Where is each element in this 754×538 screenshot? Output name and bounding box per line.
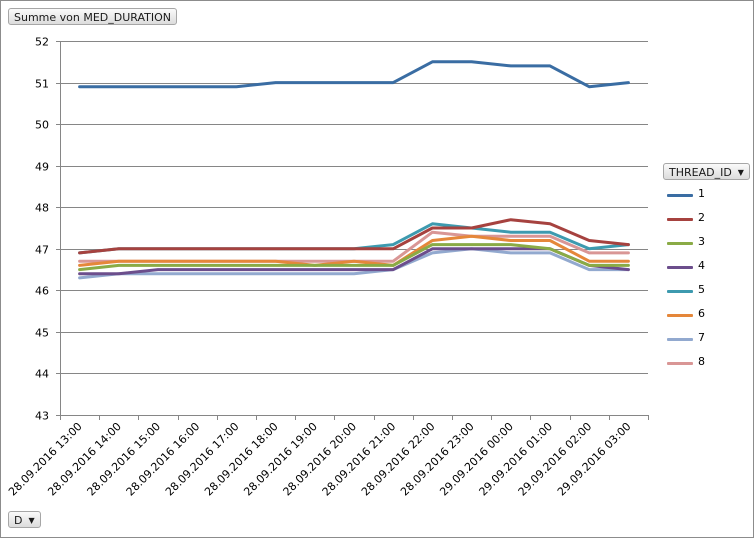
y-tick-label: 50 — [35, 119, 49, 132]
y-tick-label: 43 — [35, 410, 49, 423]
legend-swatch — [667, 194, 693, 197]
x-tick-label: 28.09.2016 21:00 — [320, 420, 399, 499]
y-tick-label: 46 — [35, 285, 49, 298]
x-tick-label: 28.09.2016 20:00 — [280, 420, 359, 499]
dropdown-arrow-icon: ▼ — [28, 516, 35, 525]
legend-swatch — [667, 218, 693, 221]
series-line-7 — [78, 247, 630, 280]
legend-item-3: 3 — [665, 233, 745, 257]
x-tick-label: 28.09.2016 14:00 — [45, 420, 124, 499]
y-tick-label: 44 — [35, 368, 49, 381]
x-tick-label: 28.09.2016 13:00 — [6, 420, 85, 499]
y-tick-label: 49 — [35, 161, 49, 174]
x-tick-label: 28.09.2016 22:00 — [359, 420, 438, 499]
value-field-label: Summe von MED_DURATION — [14, 11, 172, 24]
series-line-1 — [78, 60, 630, 89]
x-tick-label: 29.09.2016 00:00 — [437, 420, 516, 499]
legend-label: 4 — [698, 259, 705, 272]
x-tick-label: 28.09.2016 23:00 — [398, 420, 477, 499]
legend-item-5: 5 — [665, 281, 745, 305]
legend-filter-label: THREAD_ID — [669, 166, 732, 179]
y-tick-label: 45 — [35, 327, 49, 340]
legend-label: 6 — [698, 307, 705, 320]
value-field-button[interactable]: Summe von MED_DURATION — [8, 8, 178, 25]
legend-label: 8 — [698, 355, 705, 368]
axis-filter-button[interactable]: D ▼ — [8, 511, 41, 528]
legend-item-6: 6 — [665, 305, 745, 329]
legend-swatch — [667, 290, 693, 293]
legend-item-2: 2 — [665, 209, 745, 233]
x-tick-label: 28.09.2016 15:00 — [84, 420, 163, 499]
series-lines — [78, 60, 630, 280]
series-line-8 — [78, 230, 630, 263]
legend-item-8: 8 — [665, 353, 745, 377]
axis-filter-label: D — [14, 514, 23, 527]
x-tick-label: 28.09.2016 19:00 — [241, 420, 320, 499]
legend-label: 2 — [698, 211, 705, 224]
legend-item-7: 7 — [665, 329, 745, 353]
y-tick-label: 47 — [35, 244, 49, 257]
legend-swatch — [667, 314, 693, 317]
dropdown-arrow-icon: ▼ — [737, 168, 744, 177]
series-line-3 — [78, 243, 630, 272]
x-tick-label: 28.09.2016 17:00 — [163, 420, 242, 499]
legend-label: 7 — [698, 331, 705, 344]
legend-item-1: 1 — [665, 185, 745, 209]
y-tick-label: 52 — [35, 36, 49, 49]
x-tick-label: 29.09.2016 02:00 — [516, 420, 595, 499]
legend-label: 1 — [698, 187, 705, 200]
y-axis: 43 44 45 46 47 48 49 50 51 52 — [35, 36, 61, 423]
series-line-6 — [78, 234, 630, 267]
x-tick-label: 28.09.2016 16:00 — [124, 420, 203, 499]
legend-swatch — [667, 362, 693, 365]
legend-swatch — [667, 242, 693, 245]
legend-label: 5 — [698, 283, 705, 296]
x-tick-label: 28.09.2016 18:00 — [202, 420, 281, 499]
y-tick-label: 51 — [35, 78, 49, 91]
y-tick-label: 48 — [35, 202, 49, 215]
x-tick-label: 29.09.2016 01:00 — [476, 420, 555, 499]
legend-label: 3 — [698, 235, 705, 248]
series-line-2 — [78, 218, 630, 255]
legend-filter-button[interactable]: THREAD_ID ▼ — [663, 163, 750, 180]
legend-item-4: 4 — [665, 257, 745, 281]
legend-swatch — [667, 266, 693, 269]
legend-swatch — [667, 338, 693, 341]
x-tick-label: 29.09.2016 03:00 — [555, 420, 634, 499]
legend: 1 2 3 4 5 6 7 8 — [665, 185, 745, 377]
